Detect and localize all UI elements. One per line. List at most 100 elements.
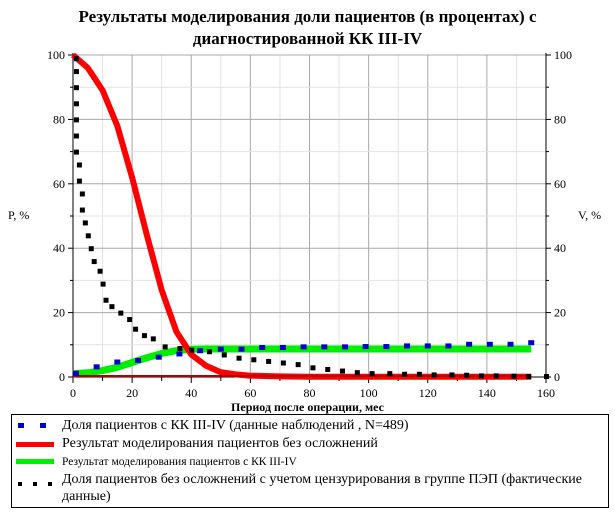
- actual-censored-marker: [266, 358, 272, 364]
- actual-censored-marker: [310, 365, 316, 371]
- legend-label: Результат моделирования пациентов без ос…: [62, 436, 378, 451]
- y-tick-label-left: 100: [47, 48, 65, 62]
- series-model-kk: [72, 345, 532, 378]
- observed-kk-marker: [424, 343, 431, 349]
- y-tick-label-right: 60: [554, 177, 566, 191]
- legend-label: Доля пациентов без осложнений с учетом ц…: [62, 472, 582, 487]
- actual-censored-marker: [79, 191, 85, 197]
- actual-censored-marker: [73, 117, 79, 123]
- y-tick-label-left: 60: [53, 177, 65, 191]
- chart-title-line-2: диагностированной КК III-IV: [192, 29, 423, 48]
- observed-kk-marker: [341, 344, 348, 350]
- actual-censored-marker: [88, 246, 94, 252]
- actual-censored-marker: [79, 207, 85, 213]
- actual-censored-marker: [73, 149, 79, 155]
- legend-label-continued: данные): [62, 489, 111, 504]
- actual-censored-marker: [416, 371, 422, 377]
- observed-kk-marker: [445, 343, 452, 349]
- actual-censored-marker: [511, 373, 517, 379]
- actual-censored-marker: [431, 372, 437, 378]
- actual-censored-marker: [189, 347, 195, 353]
- observed-kk-marker: [217, 346, 224, 352]
- actual-censored-marker: [76, 178, 82, 184]
- observed-kk-marker: [72, 370, 79, 376]
- actual-censored-marker: [493, 373, 499, 379]
- observed-kk-marker: [507, 341, 514, 347]
- x-tick-label: 80: [304, 386, 316, 400]
- actual-censored-marker: [73, 85, 79, 91]
- observed-kk-marker: [528, 340, 535, 346]
- observed-kk-marker: [383, 344, 390, 350]
- actual-censored-marker: [141, 333, 147, 339]
- observed-kk-marker: [300, 344, 307, 350]
- legend-item-actual-censored: Доля пациентов без осложнений с учетом ц…: [12, 471, 582, 489]
- actual-censored-marker: [118, 310, 124, 316]
- actual-censored-marker: [91, 259, 97, 265]
- observed-kk-marker: [321, 344, 328, 350]
- x-tick-label: 0: [70, 386, 76, 400]
- actual-censored-marker: [402, 371, 408, 377]
- y-axis-label-right: V, %: [578, 208, 602, 222]
- legend-item-model-no-complications: Результат моделирования пациентов без ос…: [12, 435, 378, 453]
- observed-kk-marker: [404, 343, 411, 349]
- actual-censored-marker: [340, 368, 346, 374]
- data-series: [71, 52, 549, 380]
- x-tick-label: 160: [537, 386, 555, 400]
- actual-censored-marker: [354, 370, 360, 376]
- observed-kk-marker: [238, 346, 245, 352]
- observed-kk-marker: [114, 359, 121, 365]
- observed-kk-marker: [279, 345, 286, 351]
- legend-label: Результат моделирования пациентов с КК I…: [62, 456, 297, 468]
- x-tick-label: 20: [126, 386, 138, 400]
- black-dot-marker-icon: [18, 482, 52, 486]
- actual-censored-marker: [206, 349, 212, 355]
- legend-item-actual-censored-cont: данные): [54, 488, 111, 506]
- actual-censored-marker: [464, 372, 470, 378]
- actual-censored-marker: [449, 372, 455, 378]
- observed-kk-marker: [93, 364, 100, 370]
- x-axis-label: Период после операции, мес: [231, 400, 384, 414]
- actual-censored-marker: [162, 344, 168, 350]
- actual-censored-marker: [73, 56, 79, 62]
- y-tick-label-right: 100: [554, 48, 572, 62]
- actual-censored-marker: [82, 220, 88, 226]
- observed-kk-marker: [362, 344, 369, 350]
- actual-censored-marker: [73, 101, 79, 107]
- x-tick-label: 100: [360, 386, 378, 400]
- observed-kk-marker: [259, 345, 266, 351]
- observed-kk-marker: [176, 351, 183, 357]
- actual-censored-marker: [280, 360, 286, 366]
- actual-censored-marker: [133, 326, 139, 332]
- actual-censored-marker: [236, 355, 242, 361]
- actual-censored-marker: [295, 362, 301, 368]
- actual-censored-marker: [325, 366, 331, 372]
- actual-censored-marker: [109, 304, 115, 310]
- actual-censored-marker: [544, 374, 549, 380]
- actual-censored-marker: [73, 133, 79, 139]
- x-tick-label: 60: [244, 386, 256, 400]
- y-axis-label-left: P, %: [8, 208, 30, 222]
- actual-censored-marker: [85, 233, 91, 239]
- legend: Доля пациентов с КК III-IV (данные наблю…: [11, 414, 609, 508]
- observed-kk-marker: [486, 341, 493, 347]
- actual-censored-marker: [251, 357, 257, 363]
- actual-censored-marker: [103, 297, 109, 303]
- actual-censored-marker: [478, 373, 484, 379]
- legend-item-model-kk: Результат моделирования пациентов с КК I…: [12, 453, 297, 471]
- actual-censored-marker: [97, 268, 103, 274]
- actual-censored-marker: [177, 346, 183, 352]
- y-tick-label-left: 40: [53, 241, 65, 255]
- actual-censored-marker: [387, 371, 393, 377]
- actual-censored-marker: [150, 336, 156, 342]
- actual-censored-marker: [100, 281, 106, 287]
- observed-kk-marker: [197, 348, 204, 354]
- observed-kk-marker: [466, 341, 473, 347]
- actual-censored-marker: [369, 371, 375, 377]
- y-tick-label-left: 20: [53, 306, 65, 320]
- observed-kk-marker: [155, 354, 162, 360]
- green-line-icon: [16, 459, 54, 464]
- y-tick-label-left: 80: [53, 112, 65, 126]
- actual-censored-marker: [221, 352, 227, 358]
- y-tick-label-right: 40: [554, 241, 566, 255]
